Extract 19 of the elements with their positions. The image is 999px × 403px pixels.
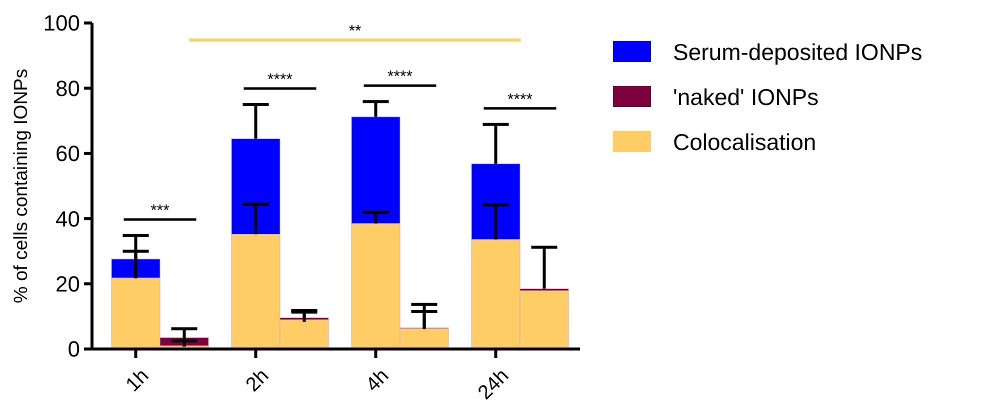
x-tick-label: 4h	[362, 364, 394, 396]
legend-label: 'naked' IONPs	[673, 84, 819, 110]
x-tick-label: 1h	[122, 364, 154, 396]
y-tick-label: 60	[56, 141, 80, 166]
legend-label: Colocalisation	[673, 129, 816, 156]
y-tick-label: 0	[68, 336, 80, 362]
y-tick-label: 80	[56, 76, 80, 101]
y-tick-label: 40	[56, 206, 80, 232]
annotation: ****	[388, 68, 412, 86]
y-axis-title: % of cells containing IONPs	[11, 68, 32, 304]
annotation: ****	[268, 72, 292, 88]
y-tick-label: 20	[56, 272, 80, 296]
annotation: ****	[508, 91, 532, 108]
legend-label: Serum-deposited IONPs	[673, 39, 922, 66]
annotation: **	[348, 23, 362, 40]
y-tick-label: 100	[43, 10, 80, 36]
annotation: ***	[150, 202, 170, 220]
x-tick-label: 2h	[242, 364, 274, 396]
x-tick-label: 24h	[474, 364, 514, 403]
